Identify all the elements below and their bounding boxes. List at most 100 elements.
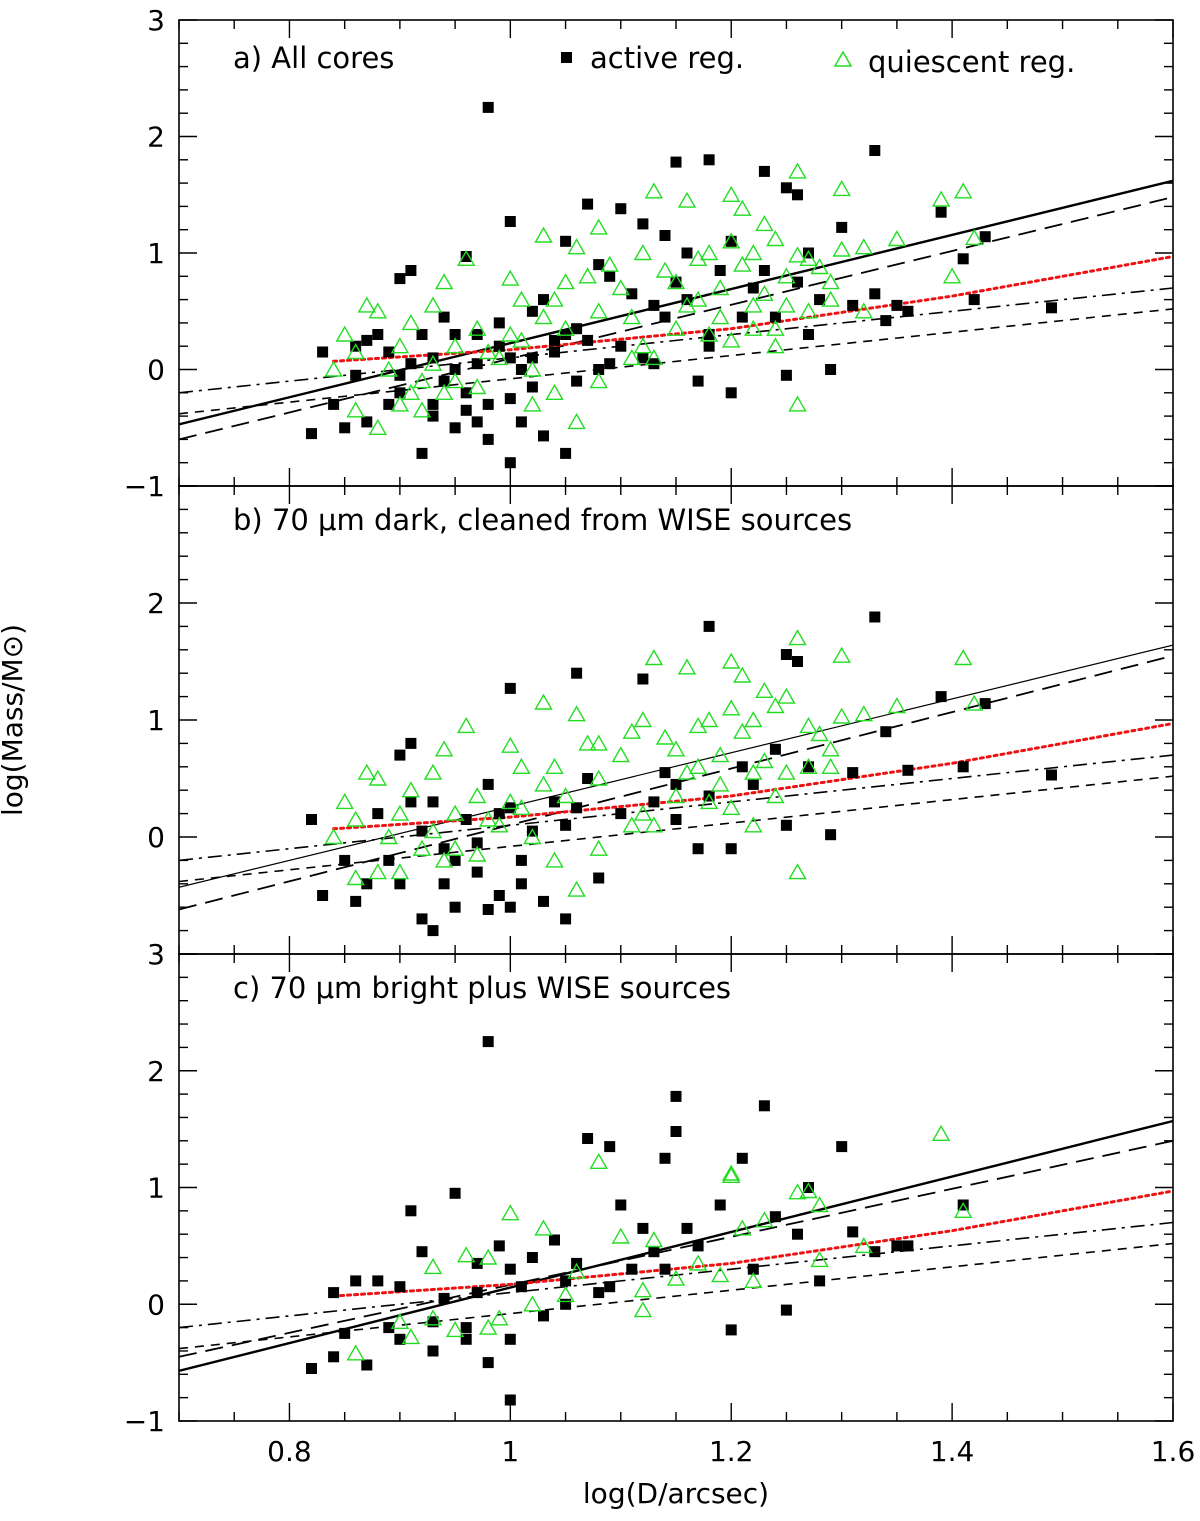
quiescent-point bbox=[368, 418, 388, 435]
active-point bbox=[571, 323, 583, 335]
quiescent-point bbox=[810, 258, 829, 275]
quiescent-point bbox=[666, 319, 686, 336]
quiescent-point bbox=[633, 711, 653, 728]
active-point bbox=[383, 346, 395, 358]
panel-c-y-tick-label: 3 bbox=[147, 938, 165, 971]
quiescent-point bbox=[434, 383, 454, 400]
active-point bbox=[405, 737, 417, 749]
quiescent-point bbox=[545, 851, 564, 868]
active-point bbox=[615, 1199, 627, 1211]
quiescent-point bbox=[821, 740, 840, 757]
active-point bbox=[405, 265, 417, 276]
panel-a-y-tick-label: −1 bbox=[124, 470, 165, 503]
active-point bbox=[659, 767, 671, 779]
active-point bbox=[405, 1205, 417, 1217]
active-point bbox=[538, 1310, 549, 1322]
quiescent-point bbox=[931, 190, 951, 207]
quiescent-point bbox=[677, 763, 697, 780]
active-point bbox=[714, 1199, 726, 1211]
quiescent-point bbox=[953, 1201, 973, 1219]
active-point bbox=[427, 398, 439, 410]
panel-b-data bbox=[179, 611, 1173, 937]
panel-b-fit-short-dash-line bbox=[179, 775, 1173, 883]
active-point bbox=[482, 101, 494, 113]
quiescent-point bbox=[467, 378, 487, 395]
active-point bbox=[604, 1141, 616, 1153]
active-point bbox=[979, 698, 991, 710]
active-point bbox=[648, 1246, 660, 1258]
quiescent-point bbox=[633, 244, 653, 261]
quiescent-point bbox=[799, 249, 818, 266]
quiescent-point bbox=[766, 697, 785, 714]
active-point bbox=[438, 375, 450, 387]
active-point bbox=[582, 198, 594, 210]
quiescent-point bbox=[545, 383, 564, 400]
legend: active reg. quiescent reg. bbox=[561, 41, 1075, 79]
quiescent-point bbox=[622, 722, 642, 739]
quiescent-point bbox=[633, 1281, 653, 1298]
quiescent-point bbox=[622, 348, 642, 366]
x-tick-label: 1 bbox=[501, 1435, 519, 1468]
panel-a: 3 2 1 0 −1 bbox=[124, 4, 1174, 503]
panel-a-fit-short-dash-line bbox=[179, 308, 1173, 415]
quiescent-point bbox=[501, 1204, 520, 1221]
active-point bbox=[549, 796, 560, 808]
active-point bbox=[670, 1090, 682, 1102]
active-point bbox=[471, 358, 483, 370]
active-point bbox=[869, 288, 881, 300]
active-point bbox=[504, 1394, 516, 1406]
quiescent-point bbox=[721, 699, 741, 716]
quiescent-point bbox=[456, 716, 476, 734]
quiescent-point bbox=[633, 337, 653, 354]
active-point bbox=[582, 773, 594, 784]
active-point bbox=[780, 182, 792, 194]
active-point bbox=[736, 311, 748, 323]
active-point bbox=[328, 1287, 340, 1299]
active-point bbox=[526, 305, 538, 317]
quiescent-point bbox=[677, 296, 697, 313]
quiescent-point bbox=[721, 652, 741, 669]
quiescent-point bbox=[556, 319, 575, 336]
quiescent-point bbox=[611, 746, 631, 763]
active-point bbox=[880, 315, 892, 327]
panel-b-fit-dash-dot-line bbox=[179, 754, 1173, 862]
quiescent-point bbox=[744, 763, 763, 780]
active-point bbox=[394, 878, 406, 890]
quiescent-point bbox=[401, 313, 421, 331]
quiescent-point bbox=[655, 728, 675, 745]
panel-b-fit-long-dash-line bbox=[179, 654, 1173, 911]
active-point bbox=[836, 221, 848, 233]
active-point bbox=[471, 837, 483, 849]
active-point bbox=[504, 457, 516, 469]
quiescent-point bbox=[357, 296, 377, 313]
active-point bbox=[725, 1324, 737, 1336]
quiescent-point bbox=[655, 261, 675, 278]
quiescent-point bbox=[578, 734, 597, 751]
quiescent-point bbox=[788, 863, 807, 880]
quiescent-point bbox=[512, 290, 531, 307]
quiescent-point bbox=[335, 325, 354, 342]
quiescent-point bbox=[423, 763, 443, 780]
active-point bbox=[935, 691, 947, 703]
active-point bbox=[549, 334, 560, 346]
quiescent-point bbox=[611, 279, 631, 296]
active-point bbox=[1046, 302, 1057, 314]
active-point bbox=[747, 778, 759, 790]
active-point bbox=[405, 358, 417, 370]
panel-c-fit-dash-dot-line bbox=[179, 1221, 1173, 1329]
panel-c-y-tick-label: 2 bbox=[147, 1055, 165, 1088]
panel-a-fit-long-dash-line bbox=[179, 196, 1173, 441]
quiescent-point bbox=[744, 244, 763, 261]
active-point bbox=[758, 165, 770, 177]
quiescent-point bbox=[434, 273, 454, 290]
quiescent-point bbox=[832, 179, 851, 197]
active-point bbox=[383, 854, 395, 866]
panel-a-title: a) All cores bbox=[233, 41, 394, 75]
active-point bbox=[427, 925, 439, 937]
quiescent-point bbox=[401, 1327, 421, 1345]
active-point bbox=[681, 247, 693, 259]
quiescent-point bbox=[733, 255, 752, 272]
active-point bbox=[571, 667, 583, 679]
